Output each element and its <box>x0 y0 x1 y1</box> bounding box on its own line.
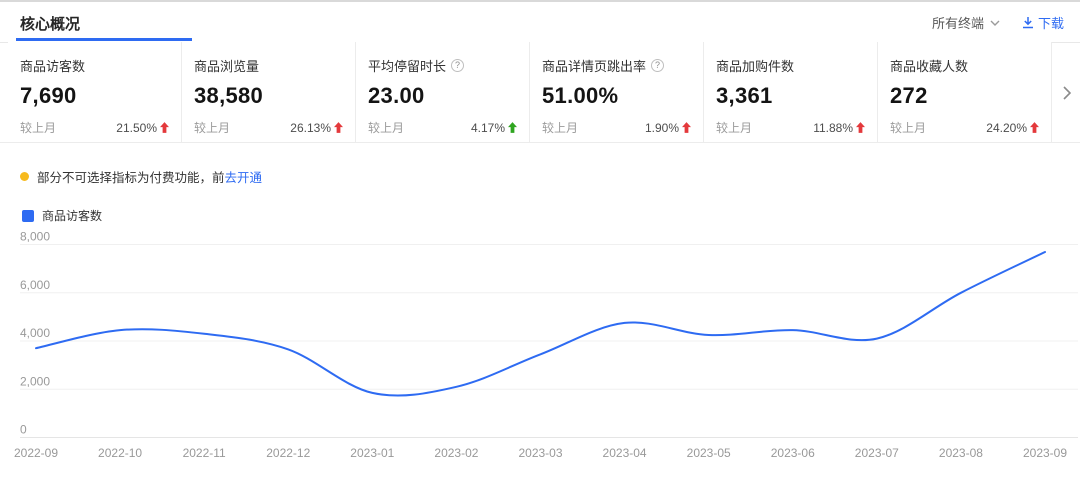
metric-card[interactable]: 商品收藏人数 ? 272 较上月 24.20% <box>878 42 1052 142</box>
x-axis-label: 2023-08 <box>939 446 983 460</box>
metric-card[interactable]: 商品访客数 ? 7,690 较上月 21.50% <box>8 42 182 142</box>
x-axis-label: 2022-10 <box>98 446 142 460</box>
x-axis-label: 2023-03 <box>518 446 562 460</box>
change-value: 1.90% <box>644 120 679 135</box>
compare-label: 较上月 <box>368 121 405 135</box>
x-axis-label: 2023-04 <box>603 446 647 460</box>
metric-title: 商品加购件数 <box>716 59 795 74</box>
change-value: 21.50% <box>116 120 157 135</box>
change-value: 24.20% <box>986 120 1027 135</box>
trend-arrow-icon <box>1030 122 1039 133</box>
download-button[interactable]: 下载 <box>1022 13 1064 32</box>
download-label: 下载 <box>1037 16 1064 31</box>
legend-swatch-icon <box>22 209 34 222</box>
metric-title: 商品浏览量 <box>194 59 260 74</box>
compare-label: 较上月 <box>716 121 753 135</box>
metric-value: 51.00% <box>542 83 619 108</box>
chevron-down-icon <box>990 20 1000 26</box>
chevron-right-icon <box>1062 85 1071 100</box>
tab-core-overview[interactable]: 核心概况 <box>20 16 81 33</box>
metric-value: 272 <box>890 83 928 108</box>
metric-card[interactable]: 平均停留时长 ? 23.00 较上月 4.17% <box>356 42 530 142</box>
compare-label: 较上月 <box>194 121 231 135</box>
y-axis-label: 8,000 <box>20 230 50 244</box>
compare-label: 较上月 <box>20 121 57 135</box>
x-axis-label: 2023-02 <box>434 446 478 460</box>
compare-label: 较上月 <box>890 121 927 135</box>
metric-value: 7,690 <box>20 83 77 108</box>
y-axis-label: 6,000 <box>20 278 50 292</box>
change-value: 26.13% <box>290 120 331 135</box>
change-value: 4.17% <box>470 120 505 135</box>
legend-label: 商品访客数 <box>42 209 103 223</box>
metric-card[interactable]: 商品加购件数 ? 3,361 较上月 11.88% <box>704 42 878 142</box>
download-icon <box>1022 17 1033 29</box>
next-arrow-button[interactable] <box>1053 43 1080 142</box>
trend-arrow-icon <box>856 122 865 133</box>
y-axis-label: 2,000 <box>20 374 50 388</box>
x-axis-label: 2023-01 <box>350 446 394 460</box>
x-axis-label: 2022-12 <box>266 446 310 460</box>
compare-label: 较上月 <box>542 121 579 135</box>
y-axis-label: 4,000 <box>20 326 50 340</box>
terminal-filter-label: 所有终端 <box>931 16 984 31</box>
y-axis-label: 0 <box>20 423 27 437</box>
x-axis-label: 2023-09 <box>1023 446 1067 460</box>
change-value: 11.88% <box>813 120 853 135</box>
notice-bar: 部分不可选择指标为付费功能，前 去开通 <box>20 167 262 186</box>
trend-line <box>35 251 1046 397</box>
legend-item[interactable]: 商品访客数 <box>22 207 102 224</box>
metric-title: 商品访客数 <box>20 59 86 74</box>
active-tab-underline <box>16 38 192 41</box>
x-axis-label: 2022-11 <box>183 446 226 460</box>
x-axis-label: 2022-09 <box>14 446 58 460</box>
metric-title: 商品收藏人数 <box>890 59 969 74</box>
trend-arrow-icon <box>508 122 517 133</box>
header-controls: 所有终端 下载 <box>932 13 1064 32</box>
metric-card[interactable]: 商品浏览量 ? 38,580 较上月 26.13% <box>182 42 356 142</box>
metric-card[interactable]: 商品详情页跳出率 ? 51.00% 较上月 1.90% <box>530 42 704 142</box>
x-axis-label: 2023-06 <box>771 446 815 460</box>
help-icon[interactable]: ? <box>451 59 465 72</box>
trend-arrow-icon <box>160 122 169 133</box>
metrics-row: 商品访客数 ? 7,690 较上月 21.50% 商品浏览量 ? 38,580 … <box>0 42 1080 143</box>
metric-title: 平均停留时长 <box>368 59 447 74</box>
metric-value: 23.00 <box>368 83 425 108</box>
trend-arrow-icon <box>334 122 343 133</box>
metric-value: 3,361 <box>716 83 773 108</box>
metric-value: 38,580 <box>194 83 264 108</box>
help-icon[interactable]: ? <box>651 59 665 72</box>
trend-arrow-icon <box>682 122 691 133</box>
x-axis-label: 2023-07 <box>855 446 899 460</box>
notice-dot-icon <box>20 172 29 181</box>
terminal-filter-dropdown[interactable]: 所有终端 <box>932 13 1000 32</box>
header-bar: 核心概况 所有终端 下载 <box>0 2 1080 43</box>
x-axis-label: 2023-05 <box>687 446 731 460</box>
notice-text: 部分不可选择指标为付费功能，前 <box>37 171 225 185</box>
metric-title: 商品详情页跳出率 <box>542 59 647 74</box>
upgrade-link[interactable]: 去开通 <box>224 171 263 185</box>
trend-chart[interactable]: 0 2,000 4,000 6,000 8,000 2022-09 2022-10 2022-… <box>0 227 1080 479</box>
